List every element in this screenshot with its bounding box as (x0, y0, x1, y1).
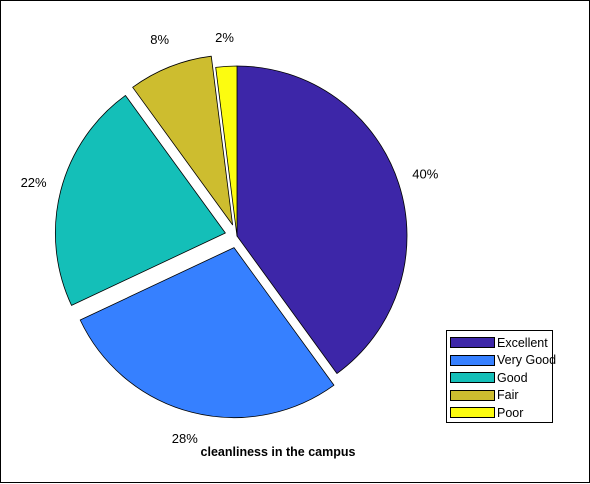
pie-slice-very-good (79, 247, 335, 419)
pie-slice-poor (215, 65, 238, 237)
legend-entry-excellent: Excellent (450, 334, 552, 352)
legend-entry-very-good: Very Good (450, 352, 556, 370)
legend-entry-fair: Fair (450, 387, 552, 405)
chart-title: cleanliness in the campus (200, 445, 356, 459)
legend-label-fair: Fair (497, 388, 519, 402)
legend-swatch-good (450, 372, 495, 384)
legend-swatch-excellent (450, 337, 495, 349)
legend-swatch-very-good (450, 354, 495, 366)
slice-label-excellent: 40% (412, 166, 438, 181)
pie-slice-excellent (236, 65, 408, 374)
legend-label-excellent: Excellent (497, 335, 548, 350)
slice-label-fair: 8% (150, 32, 169, 47)
legend-label-very-good: Very Good (497, 353, 557, 367)
pie-slice-good (54, 95, 226, 306)
slice-label-good: 22% (21, 175, 47, 190)
legend-swatch-poor (450, 407, 495, 419)
legend-label-poor: Poor (497, 405, 524, 420)
legend-entry-poor: Poor (450, 404, 552, 422)
legend-label-good: Good (497, 370, 528, 385)
slice-label-very-good: 28% (172, 431, 198, 446)
legend-swatch-fair (450, 389, 495, 401)
legend-entry-good: Good (450, 369, 552, 387)
slice-label-poor: 2% (215, 30, 234, 45)
pie-slice-fair (132, 55, 233, 226)
legend: Excellent Very Good Good Fair Poor (446, 330, 556, 423)
